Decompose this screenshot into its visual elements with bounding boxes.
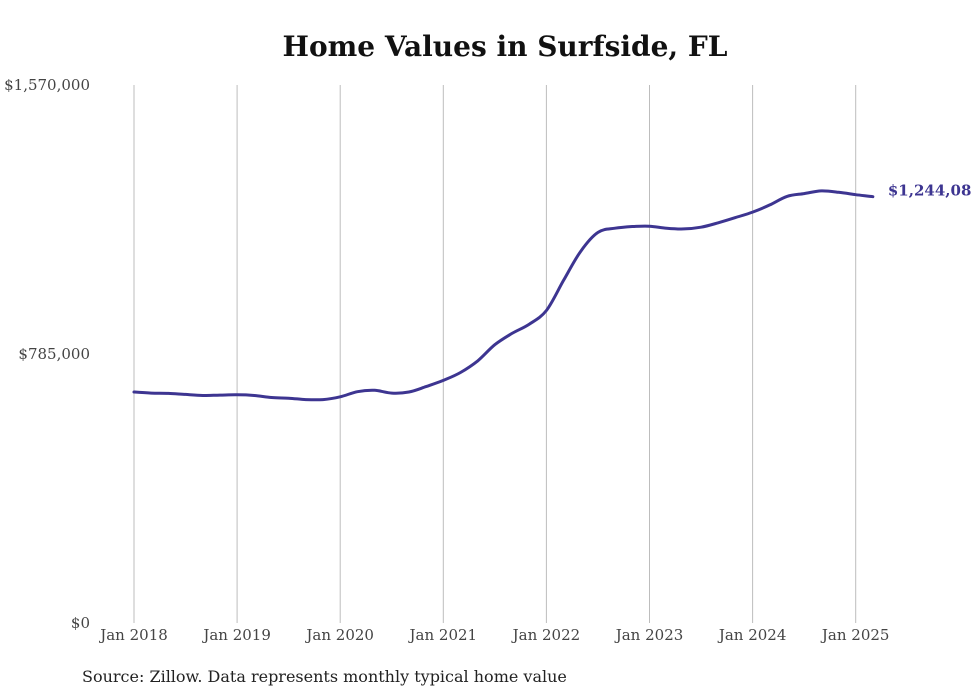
x-tick-label: Jan 2019 bbox=[201, 626, 271, 644]
gridlines bbox=[133, 85, 857, 623]
x-tick-label: Jan 2020 bbox=[304, 626, 374, 644]
series-layer: $1,244,08 bbox=[132, 182, 972, 402]
y-tick-label: $785,000 bbox=[18, 345, 90, 363]
series-line bbox=[132, 189, 875, 402]
chart-title: Home Values in Surfside, FL bbox=[282, 30, 728, 63]
x-tick-label: Jan 2018 bbox=[98, 626, 168, 644]
x-tick-label: Jan 2025 bbox=[820, 626, 890, 644]
x-tick-label: Jan 2022 bbox=[511, 626, 581, 644]
end-value-label: $1,244,08 bbox=[888, 182, 972, 200]
x-tick-label: Jan 2024 bbox=[717, 626, 787, 644]
x-tick-label: Jan 2023 bbox=[614, 626, 684, 644]
y-tick-label: $1,570,000 bbox=[4, 76, 90, 94]
y-axis-ticks: $0 $785,000 $1,570,000 bbox=[4, 76, 90, 632]
x-axis-ticks: Jan 2018 Jan 2019 Jan 2020 Jan 2021 Jan 2022… bbox=[98, 626, 889, 644]
source-note: Source: Zillow. Data represents monthly … bbox=[82, 667, 567, 686]
y-tick-label: $0 bbox=[71, 614, 90, 632]
x-tick-label: Jan 2021 bbox=[408, 626, 478, 644]
